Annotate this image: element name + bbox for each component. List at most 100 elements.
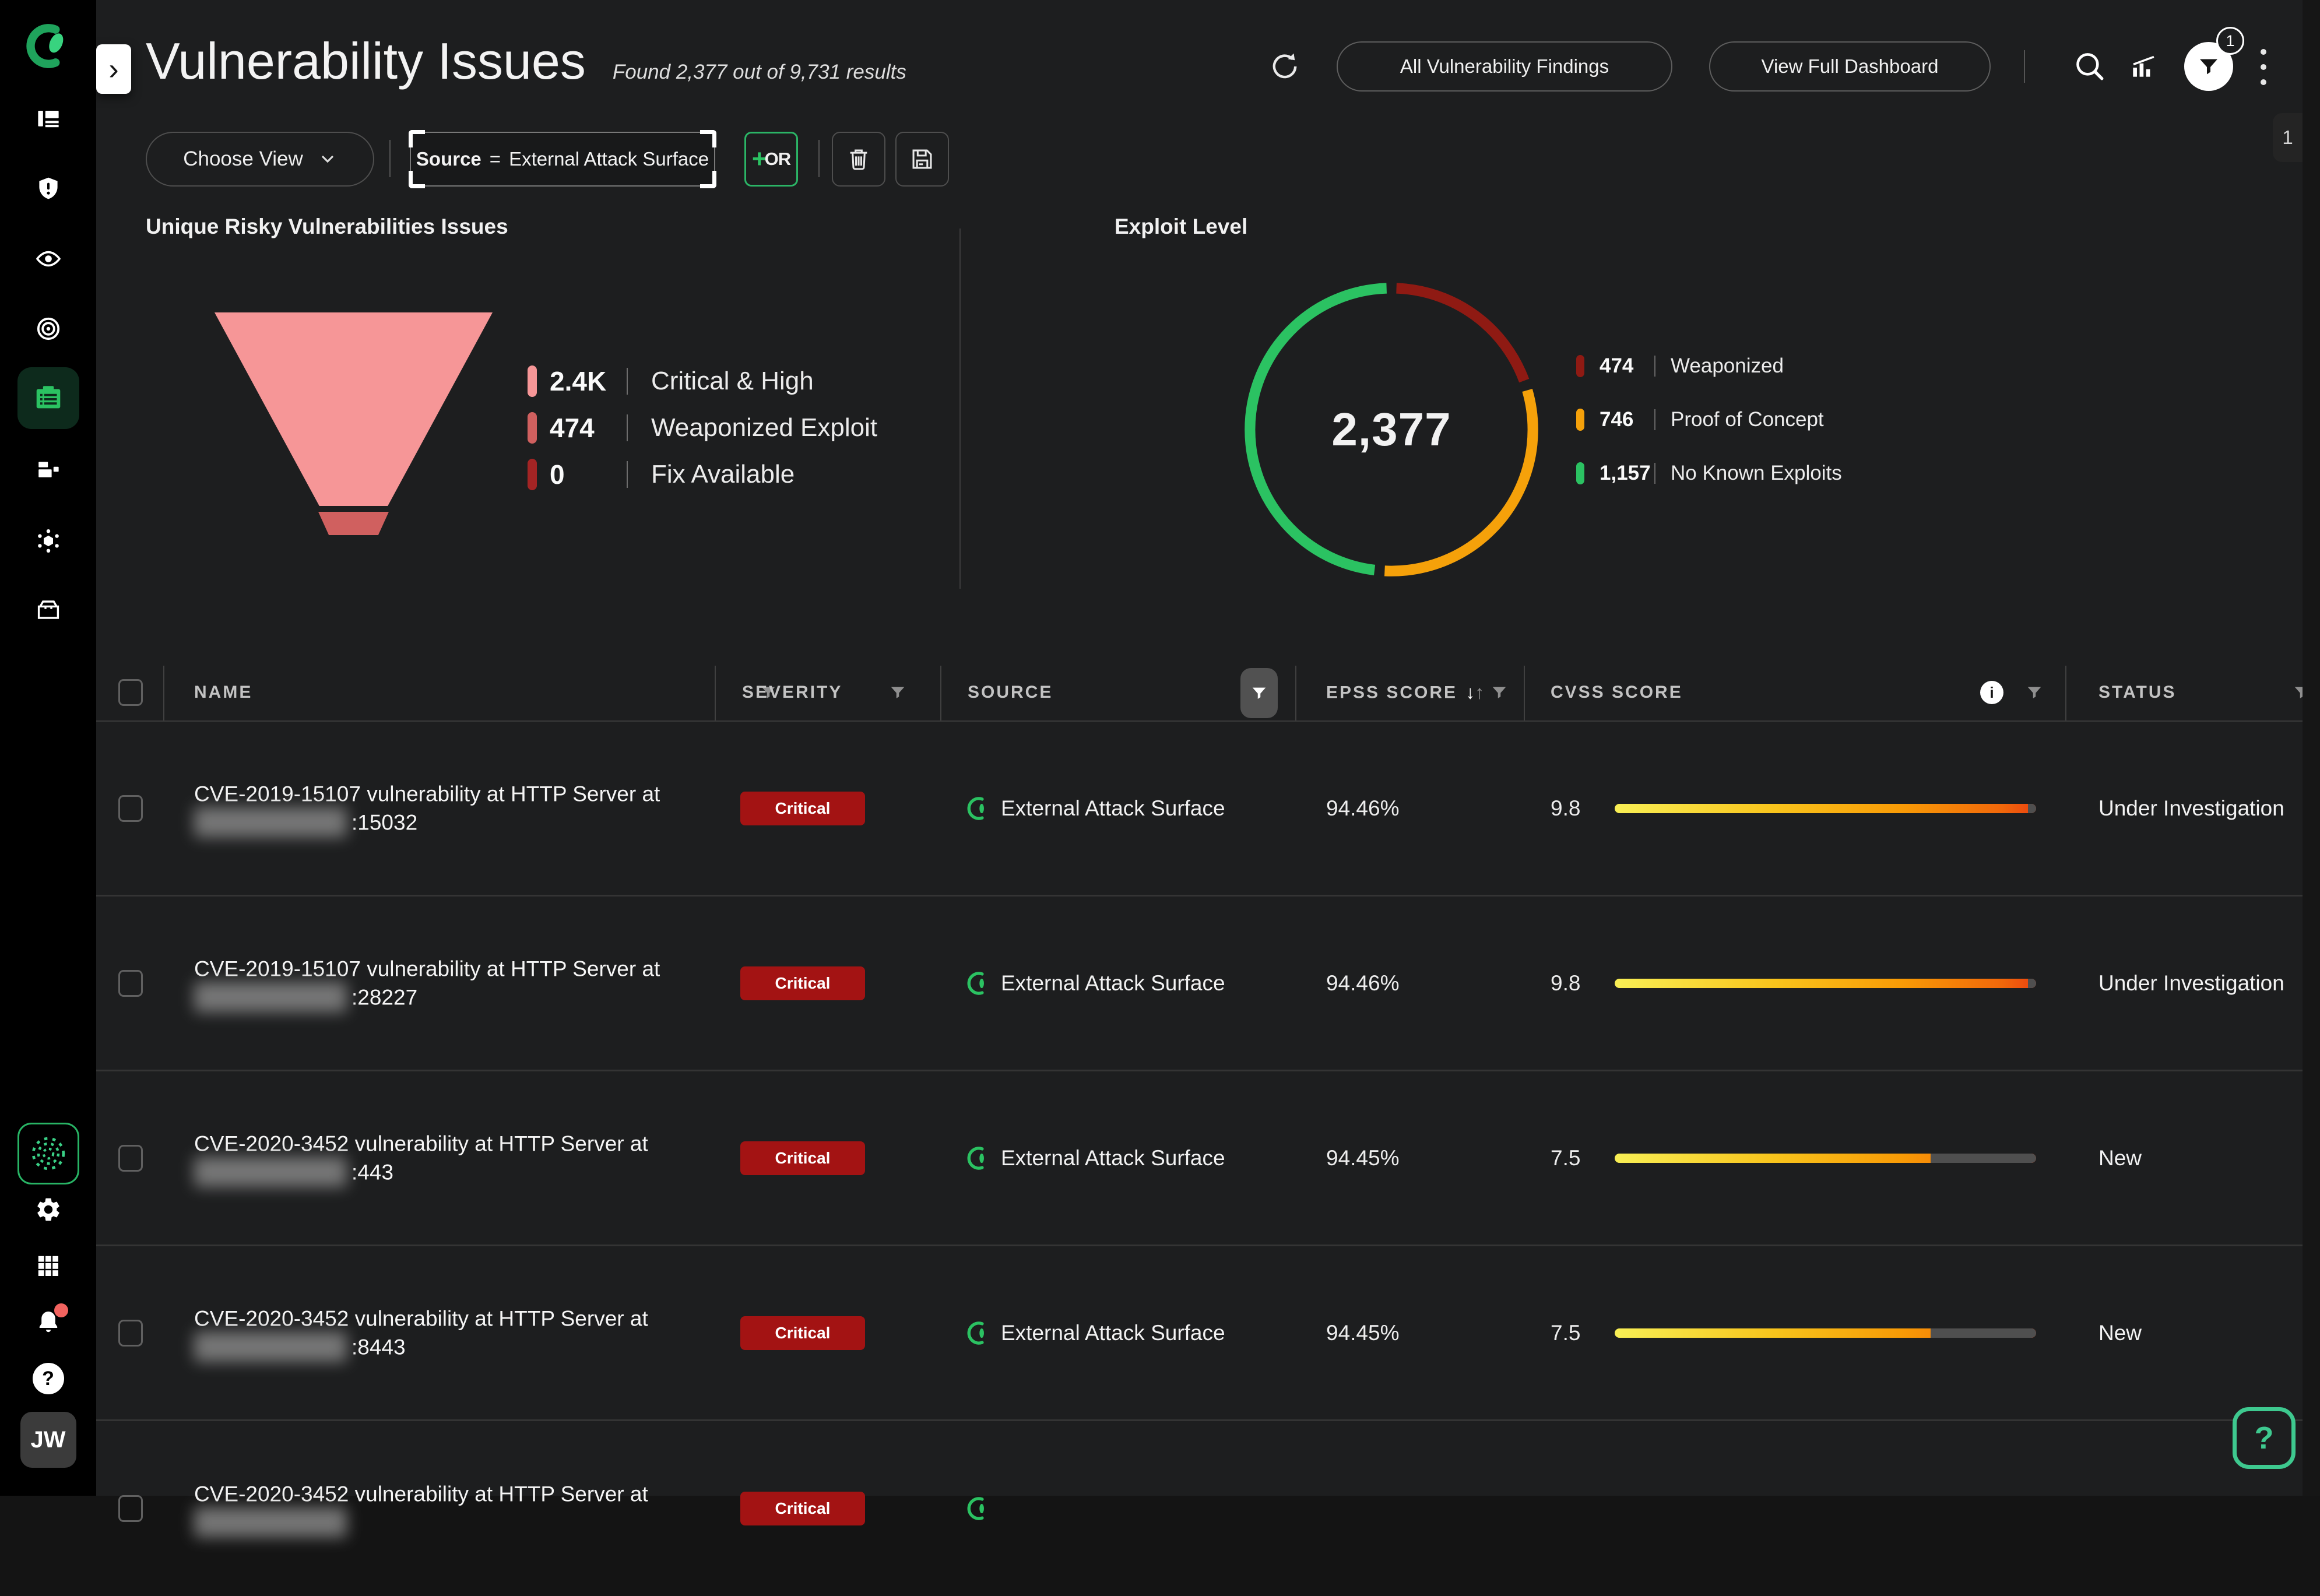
table-row[interactable]: CVE-2020-3452 vulnerability at HTTP Serv… [96,1246,2303,1421]
row-checkbox[interactable] [118,795,143,822]
results-count: Found 2,377 out of 9,731 results [613,61,906,84]
source-brand-icon [965,1145,992,1172]
sidebar-item-visibility[interactable] [34,245,62,273]
search-button[interactable] [2073,50,2107,83]
notification-dot [54,1303,68,1317]
row-checkbox[interactable] [118,1145,143,1172]
redacted-ip [194,1156,347,1187]
blocks-icon [34,456,62,484]
redacted-ip [194,807,347,837]
vulnerability-name[interactable]: CVE-2019-15107 vulnerability at HTTP Ser… [194,954,660,983]
cvss-info-icon[interactable]: i [1980,681,2003,704]
choose-view-dropdown[interactable]: Choose View [146,132,374,187]
severity-badge: Critical [740,1492,865,1525]
funnel-stage-1 [215,312,493,506]
source-brand-icon [965,1495,992,1522]
refresh-icon [1268,50,1301,83]
filter-chip[interactable]: Source = External Attack Surface [410,132,715,187]
cvss-score: 9.8 [1551,796,1580,821]
gear-icon [34,1196,62,1224]
epss-score: 94.45% [1326,1146,1400,1170]
vulnerability-name[interactable]: CVE-2020-3452 vulnerability at HTTP Serv… [194,1129,648,1158]
apps-grid-icon [34,1252,62,1280]
filter-icon [1250,684,1268,702]
source-brand-icon [965,795,992,822]
sidebar-item-help[interactable]: ? [33,1363,64,1394]
legend-item: 1,157 No Known Exploits [1576,460,1842,486]
sidebar-item-ai-assistant[interactable] [17,1123,79,1184]
floating-help-button[interactable]: ? [2233,1407,2296,1469]
sidebar-item-settings[interactable] [34,1196,62,1224]
clipboard-list-icon [31,381,65,415]
sidebar-item-alerts[interactable] [34,175,62,203]
sidebar-item-vulnerabilities-active[interactable] [17,367,79,429]
vulnerability-name[interactable]: CVE-2019-15107 vulnerability at HTTP Ser… [194,779,660,808]
table-row[interactable]: CVE-2020-3452 vulnerability at HTTP Serv… [96,1071,2303,1246]
source-filter-button-active[interactable] [1240,668,1278,718]
sort-icon[interactable]: ↓↑ [1465,682,1484,704]
port-suffix: :28227 [351,985,417,1009]
donut-chart-title: Exploit Level [1115,215,1247,239]
brand-logo-icon[interactable] [24,22,72,70]
sidebar-expand-button[interactable]: › [96,44,131,94]
page-header: Vulnerability Issues Found 2,377 out of … [146,31,906,91]
table-row[interactable]: CVE-2019-15107 vulnerability at HTTP Ser… [96,897,2303,1071]
save-icon [909,146,936,173]
port-suffix: :8443 [351,1335,406,1359]
chip-corner [700,171,716,188]
column-severity: SEVERITY [742,683,842,702]
user-avatar[interactable]: JW [20,1412,76,1468]
trash-icon [845,146,872,173]
funnel-stage-2 [318,512,389,535]
sidebar-item-notifications[interactable] [34,1308,62,1336]
vulnerability-name[interactable]: CVE-2020-3452 vulnerability at HTTP Serv… [194,1304,648,1333]
side-panel-tab[interactable]: 1 [2273,113,2303,162]
bug-icon [34,527,62,555]
save-filter-button[interactable] [895,132,949,187]
cvss-bar [1615,1328,2036,1338]
sidebar-item-targets[interactable] [34,315,62,343]
legend-item: 0 Fix Available [528,458,877,491]
legend-marker [528,365,537,397]
cvss-score: 7.5 [1551,1321,1580,1345]
filter-count-badge: 1 [2216,27,2244,55]
row-checkbox[interactable] [118,1495,143,1522]
row-checkbox[interactable] [118,970,143,997]
redacted-ip [194,1331,347,1362]
cvss-bar [1615,804,2036,813]
sidebar-item-dashboard[interactable] [34,105,62,133]
more-menu-button[interactable] [2255,49,2272,85]
funnel-legend: 2.4K Critical & High 474 Weaponized Expl… [528,365,877,491]
sidebar-item-apps[interactable] [34,1252,62,1280]
vulnerability-name[interactable]: CVE-2020-3452 vulnerability at HTTP Serv… [194,1479,648,1508]
legend-item: 2.4K Critical & High [528,365,877,398]
delete-filter-button[interactable] [832,132,885,187]
analytics-button[interactable] [2129,52,2158,82]
donut-legend: 474 Weaponized 746 Proof of Concept 1,15… [1576,353,1842,486]
all-findings-button[interactable]: All Vulnerability Findings [1337,41,1672,92]
sidebar-item-inventory[interactable] [34,596,62,624]
refresh-button[interactable] [1268,50,1301,83]
chip-operator: = [490,148,501,170]
table-row[interactable]: CVE-2019-15107 vulnerability at HTTP Ser… [96,722,2303,897]
sidebar-item-assets[interactable] [34,456,62,484]
port-suffix: :15032 [351,810,417,834]
severity-badge: Critical [740,792,865,825]
sidebar-item-threats[interactable] [34,527,62,555]
add-or-condition-button[interactable]: + OR [744,132,798,187]
legend-item: 746 Proof of Concept [1576,407,1842,433]
table-row-partial[interactable]: CVE-2020-3452 vulnerability at HTTP Serv… [96,1421,2303,1596]
select-all-checkbox[interactable] [118,679,143,706]
view-dashboard-button[interactable]: View Full Dashboard [1709,41,1991,92]
status-label: Under Investigation [2098,796,2284,821]
redacted-ip [194,1507,347,1538]
header-divider [2024,50,2025,83]
target-icon [34,315,62,343]
column-source: SOURCE [968,683,1053,702]
severity-filter-button[interactable] [889,684,906,701]
chart-icon [2129,52,2158,82]
row-checkbox[interactable] [118,1320,143,1347]
cvss-filter-button[interactable] [2026,684,2043,701]
page-title: Vulnerability Issues [146,31,586,91]
epss-filter-button[interactable] [1491,684,1508,701]
